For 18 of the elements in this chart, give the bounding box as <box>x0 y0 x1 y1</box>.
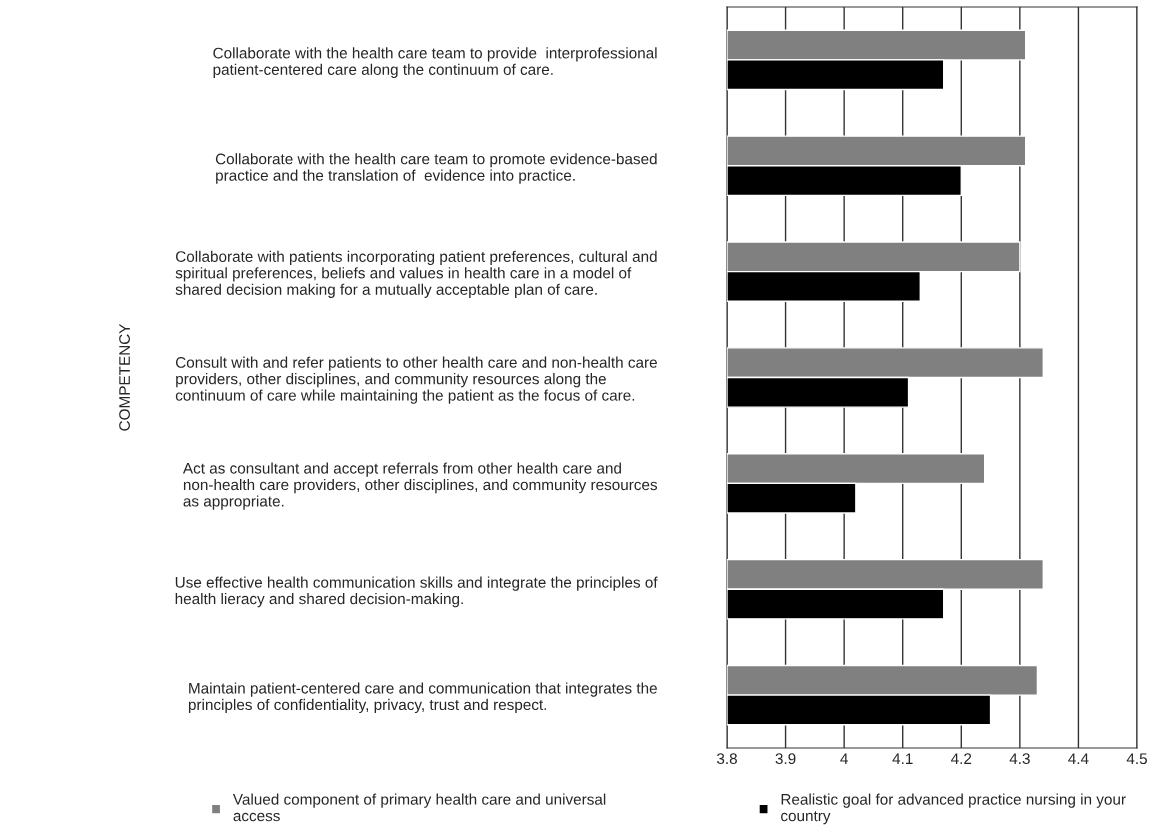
x-tick-label: 4.1 <box>892 753 913 764</box>
x-tick-label: 4.5 <box>1126 753 1147 765</box>
legend-label: Realistic goal for advanced practice nursing in your country <box>781 793 1126 825</box>
y-tick-label: Act as consultant and accept referrals from other health care and non-health care providers, other disciplines, and community resources as appropriate. <box>182 462 658 510</box>
legend-label: Valued component of primary health care and universal access <box>232 793 606 822</box>
x-tick-label: 4.4 <box>1068 753 1089 764</box>
x-tick-label: 4 <box>840 753 848 764</box>
x-tick-label: 4.3 <box>1009 753 1030 765</box>
y-tick-label: Use effective health communication skills and integrate the principles of health lieracy and shared decision-making. <box>175 576 658 608</box>
x-tick-label: 4.2 <box>951 753 972 764</box>
y-tick-label: Collaborate with patients incorporating patient preferences, cultural and spiritual preferences, beliefs and values in health care in a model of shared decision making for a mutually acceptable plan of care. <box>175 250 657 298</box>
y-tick-label: Maintain patient-centered care and communication that integrates the principles of confidentiality, privacy, trust and respect. <box>188 682 657 714</box>
x-tick-label: 3.8 <box>716 753 737 765</box>
y-tick-label: Collaborate with the health care team to promote evidence-based practice and the translation of evidence into practice. <box>215 153 657 184</box>
y-tick-label: Collaborate with the health care team to provide interprofessional patient-centered care along the continuum of care. <box>213 47 657 78</box>
x-tick-label: 3.9 <box>775 753 796 765</box>
y-tick-label: Consult with and refer patients to other health care and non-health care providers, other disciplines, and community resources along the continuum of care while maintaining the patient as the focus of care. <box>175 356 657 404</box>
y-axis-title: COMPETENCY <box>119 323 130 431</box>
